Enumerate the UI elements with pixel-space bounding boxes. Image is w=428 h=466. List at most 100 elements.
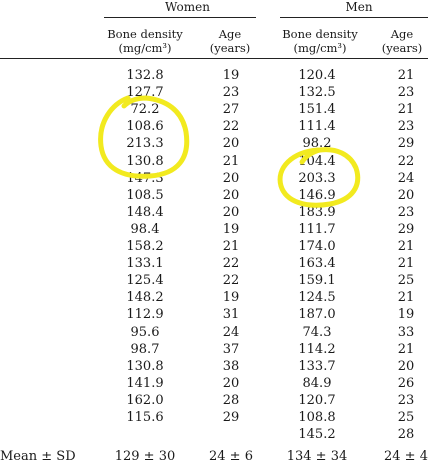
men-age-cell: 29: [397, 136, 415, 152]
men-age-cell: 21: [397, 290, 415, 306]
men-density-cell: 84.9: [302, 375, 332, 391]
men-age-cell: 21: [397, 102, 415, 118]
men-age-cell: 24: [397, 170, 415, 186]
women-age-cell: 20: [222, 375, 240, 391]
men-age-header: Age (years): [376, 27, 428, 55]
men-density-cell: 120.4: [298, 68, 336, 83]
men-age-cell: 21: [397, 256, 415, 272]
men-density-cell: 203.3: [298, 170, 336, 186]
men-density-cell: 104.4: [298, 153, 336, 169]
men-age-cell: 20: [397, 187, 415, 203]
women-density-cell: 148.4: [126, 204, 164, 220]
women-age-cell: 21: [222, 239, 240, 254]
women-age-cell: 20: [222, 170, 240, 186]
men-age-header-line2: (years): [381, 41, 423, 55]
women-density-cell: 108.5: [126, 187, 164, 203]
men-density-header: Bone density (mg/cm³): [270, 27, 370, 55]
women-age-cell: 20: [222, 187, 240, 203]
women-age-cell: 29: [222, 410, 240, 425]
men-density-cell: 132.5: [298, 85, 336, 101]
women-density-cell: 130.8: [126, 153, 164, 169]
women-density-cell: 115.6: [126, 410, 164, 425]
men-age-cell: 29: [397, 221, 415, 237]
women-density-cell: 95.6: [130, 324, 160, 340]
women-density-cell: 132.8: [126, 68, 164, 83]
women-density-cell: 112.9: [126, 307, 164, 323]
women-age-cell: 21: [222, 153, 240, 169]
summary-men-age: 24 ± 4: [384, 449, 428, 464]
women-density-header-line1: Bone density: [107, 27, 183, 41]
men-density-cell: 120.7: [298, 392, 336, 408]
summary-men-density: 134 ± 34: [286, 449, 348, 464]
men-age-cell: 23: [397, 85, 415, 101]
women-group-header: Women: [165, 0, 210, 14]
women-age-cell: 22: [222, 119, 240, 135]
men-age-cell: 25: [397, 273, 415, 289]
women-density-cell: 98.7: [130, 341, 160, 357]
women-age-cell: 22: [222, 256, 240, 272]
men-density-cell: 145.2: [298, 427, 336, 443]
women-density-cell: 125.4: [126, 273, 164, 289]
men-group-header: Men: [345, 0, 373, 14]
women-age-cell: 27: [222, 102, 240, 118]
men-density-cell: 111.7: [298, 221, 336, 237]
summary-label: Mean ± SD: [0, 449, 76, 464]
men-age-cell: 22: [397, 153, 415, 169]
men-age-cell: 20: [397, 358, 415, 374]
men-density-header-line2: (mg/cm³): [293, 41, 347, 55]
women-age-cell: 20: [222, 204, 240, 220]
women-density-cell: 98.4: [130, 221, 160, 237]
men-age-cell: 21: [397, 341, 415, 357]
women-density-cell: 148.2: [126, 290, 164, 306]
women-density-cell: 72.2: [130, 102, 160, 118]
women-age-cell: 22: [222, 273, 240, 289]
men-age-cell: 26: [397, 375, 415, 391]
women-density-header: Bone density (mg/cm³): [95, 27, 195, 55]
men-density-cell: 187.0: [298, 307, 336, 323]
men-density-cell: 163.4: [298, 256, 336, 272]
women-age-cell: 23: [222, 85, 240, 101]
women-density-cell: 141.9: [126, 375, 164, 391]
women-age-header-line1: Age: [218, 27, 242, 41]
men-age-cell: 33: [397, 324, 415, 340]
women-density-cell: 127.7: [126, 85, 164, 101]
men-density-cell: 146.9: [298, 187, 336, 203]
men-header-rule: [280, 17, 428, 18]
summary-women-density: 129 ± 30: [114, 449, 176, 464]
women-density-cell: 130.8: [126, 358, 164, 374]
men-density-cell: 133.7: [298, 358, 336, 374]
men-age-cell: 21: [397, 68, 415, 83]
men-age-cell: 19: [397, 307, 415, 323]
men-density-cell: 98.2: [302, 136, 332, 152]
women-density-header-line2: (mg/cm³): [118, 41, 172, 55]
men-density-cell: 124.5: [298, 290, 336, 306]
men-density-cell: 114.2: [298, 341, 336, 357]
men-density-cell: 111.4: [298, 119, 336, 135]
men-density-header-line1: Bone density: [282, 27, 358, 41]
women-age-cell: 19: [222, 68, 240, 83]
men-age-cell: 25: [397, 410, 415, 425]
women-density-cell: 213.3: [126, 136, 164, 152]
summary-women-age: 24 ± 6: [209, 449, 253, 464]
men-density-cell: 183.9: [298, 204, 336, 220]
women-header-rule: [104, 17, 256, 18]
men-age-cell: 23: [397, 204, 415, 220]
women-density-cell: 147.3: [126, 170, 164, 186]
women-density-cell: 133.1: [126, 256, 164, 272]
women-age-cell: 24: [222, 324, 240, 340]
men-age-cell: 23: [397, 392, 415, 408]
women-age-cell: 28: [222, 392, 240, 408]
men-age-header-line1: Age: [390, 27, 414, 41]
women-density-cell: 108.6: [126, 119, 164, 135]
men-density-cell: 74.3: [302, 324, 332, 340]
women-density-cell: 162.0: [126, 392, 164, 408]
men-density-cell: 159.1: [298, 273, 336, 289]
men-age-cell: 21: [397, 239, 415, 254]
women-age-header: Age (years): [200, 27, 260, 55]
men-density-cell: 108.8: [298, 410, 336, 425]
women-age-cell: 20: [222, 136, 240, 152]
women-age-cell: 31: [222, 307, 240, 323]
women-age-header-line2: (years): [209, 41, 251, 55]
women-age-cell: 19: [222, 290, 240, 306]
